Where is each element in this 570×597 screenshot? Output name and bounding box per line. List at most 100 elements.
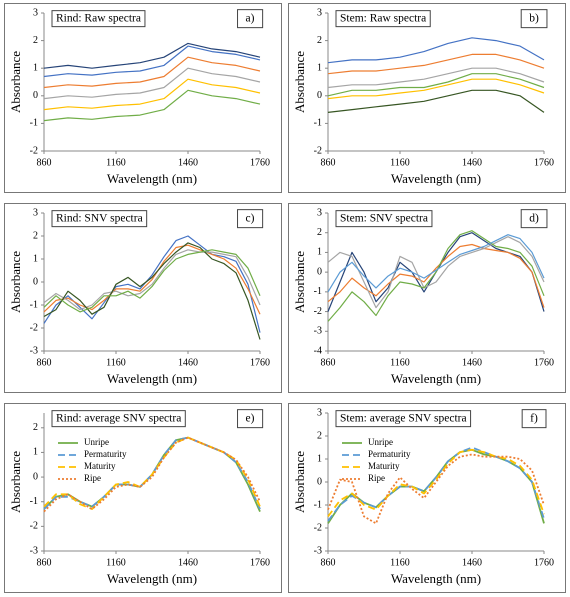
legend-text: Maturity [84,461,116,471]
y-tick-label: -1 [30,496,38,507]
x-tick-label: 860 [321,357,336,368]
y-tick-label: -3 [314,545,322,556]
panel-frame [288,403,566,593]
y-tick-label: -2 [314,522,322,533]
legend-text: Unripe [84,437,109,447]
legend-text: Maturity [368,461,400,471]
panel-letter: d) [529,213,539,225]
title-box [335,410,472,428]
y-tick-label: 3 [317,207,322,218]
y-tick-label: 1 [317,453,322,464]
spectrum-line [327,73,545,97]
panel-letter: f) [530,413,538,425]
legend-text: Ripe [84,473,101,483]
y-tick-label: 2 [33,230,38,241]
x-tick-label: 1760 [534,357,554,368]
panel-frame [288,203,566,393]
y-axis-title: Absorbance [292,51,307,113]
y-tick-label: 3 [33,207,38,218]
spectrum-line [43,235,261,333]
title-box [51,210,148,228]
spectrum-line [327,453,545,525]
x-tick-label: 1460 [462,557,482,568]
y-tick-label: 1 [317,247,322,258]
y-tick-label: -1 [30,299,38,310]
panel-title: Stem: SNV spectra [340,213,428,225]
x-tick-label: 860 [37,357,52,368]
x-tick-label: 860 [321,157,336,168]
x-tick-label: 1760 [534,557,554,568]
spectrum-line [43,56,261,89]
x-axis-title: Wavelength (nm) [391,571,481,586]
x-tick-label: 1460 [178,357,198,368]
y-axis-title: Absorbance [292,251,307,313]
legend-text: Unripe [368,437,393,447]
y-tick-label: 1 [33,253,38,264]
spectrum-line [43,249,261,313]
panel: -2 -1 0 1 2 3 860 1160 1460 1760 Wavelength (nm) Ab… [288,3,566,193]
x-tick-label: 1460 [462,157,482,168]
x-tick-label: 1460 [178,157,198,168]
y-tick-label: -2 [30,322,38,333]
spectrum-line [43,242,261,340]
title-box [51,10,146,28]
y-tick-label: 2 [33,422,38,433]
y-tick-label: -1 [30,118,38,129]
y-tick-label: 2 [317,430,322,441]
y-axis-title: Absorbance [292,451,307,513]
x-tick-label: 1160 [106,357,126,368]
legend-text: Permaturity [368,449,411,459]
y-tick-label: -1 [314,499,322,510]
spectrum-line [327,53,545,75]
y-tick-label: -4 [314,345,322,356]
legend-text: Ripe [368,473,385,483]
y-tick-label: 0 [317,266,322,277]
spectrum-line [43,78,261,111]
y-axis-title: Absorbance [8,251,23,313]
x-axis-title: Wavelength (nm) [107,171,197,186]
y-tick-label: 0 [33,276,38,287]
y-tick-label: 1 [33,447,38,458]
panel-letter: c) [246,213,255,225]
spectrum-line [43,42,261,69]
y-tick-label: -3 [314,326,322,337]
y-axis-title: Absorbance [8,451,23,513]
x-tick-label: 1460 [178,557,198,568]
y-tick-label: 2 [317,227,322,238]
spectrum-line [43,249,261,311]
spectrum-line [327,37,545,64]
spectrum-line [43,244,261,315]
panel: -3 -2 -1 0 1 2 3 860 1160 1460 1760 Wavelength (nm)… [4,203,282,393]
spectrum-line [327,234,545,293]
x-tick-label: 1160 [106,557,126,568]
x-tick-label: 1160 [106,157,126,168]
y-tick-label: 2 [33,35,38,46]
y-tick-label: 3 [33,7,38,18]
spectrum-line [327,67,545,89]
title-box [335,10,431,28]
panel: -3 -2 -1 0 1 2 3 860 1160 1460 1760 Wavelength (nm)… [288,403,566,593]
spectrum-line [327,446,545,522]
panel-title: Rind: average SNV spectra [56,413,181,425]
y-axis-title: Absorbance [8,51,23,113]
y-tick-label: -3 [30,345,38,356]
letter-box [237,409,264,429]
x-tick-label: 860 [321,557,336,568]
letter-box [520,209,548,229]
panel-title: Rind: Raw spectra [56,13,141,25]
panel-letter: e) [246,413,255,425]
spectrum-line [327,89,545,113]
y-tick-label: 1 [33,62,38,73]
x-axis-title: Wavelength (nm) [107,571,197,586]
panel: -3 -2 -1 0 1 2 860 1160 1460 1760 Wavelength (nm) A… [4,403,282,593]
y-tick-label: 0 [33,90,38,101]
legend-text: Permaturity [84,449,127,459]
panel: -2 -1 0 1 2 3 860 1160 1460 1760 Wavelength (nm) Ab… [4,3,282,193]
y-tick-label: 0 [317,90,322,101]
spectrum-line [327,243,545,308]
y-tick-label: 0 [317,476,322,487]
x-tick-label: 860 [37,557,52,568]
y-tick-label: -2 [30,145,38,156]
title-box [51,410,186,428]
x-tick-label: 1160 [390,157,410,168]
